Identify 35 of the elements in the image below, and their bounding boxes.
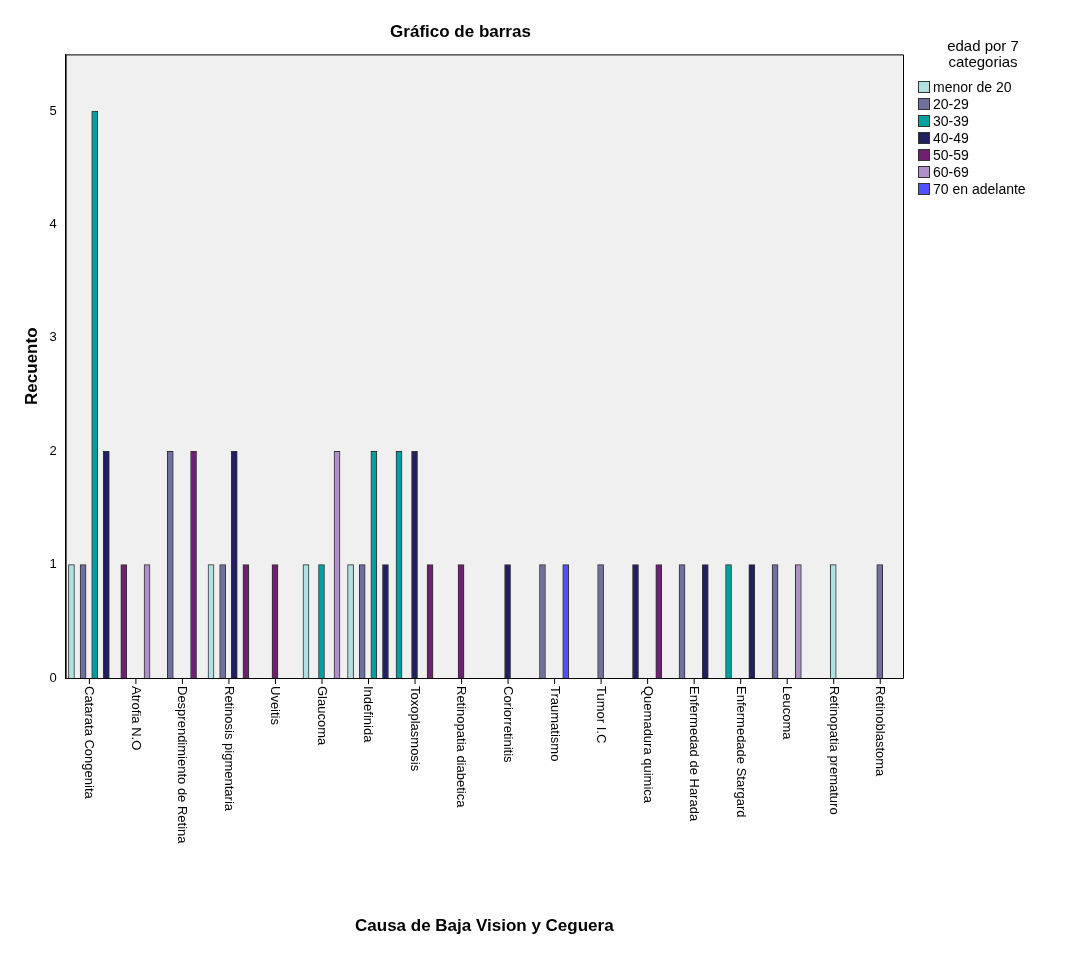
x-tick-label: Retinoblastoma (873, 686, 889, 778)
x-tick-label: Retinopatia prematuro (826, 686, 842, 815)
y-tick-label: 2 (49, 442, 57, 458)
x-tick-label: Retinopatia diabetica (454, 686, 470, 809)
y-tick-label: 1 (49, 556, 57, 572)
x-axis-title: Causa de Baja Vision y Ceguera (355, 915, 615, 935)
x-tick-label: Leucoma (780, 686, 796, 741)
y-axis-title: Recuento (21, 327, 41, 405)
x-tick-label: Toxoplasmosis (407, 686, 423, 772)
x-tick-label: Atrofia N.O (128, 686, 144, 751)
y-tick-label: 3 (49, 329, 57, 345)
chart-title: Gráfico de barras (390, 21, 531, 41)
x-tick-label: Indefinida (361, 686, 377, 744)
legend-label: 50-59 (933, 146, 969, 163)
x-tick-label: Catarata Congenita (82, 686, 98, 800)
y-tick-label: 0 (49, 669, 57, 685)
x-tick-label: Enfermedad de Harada (687, 686, 703, 822)
x-tick-label: Coriorretinitis (501, 686, 516, 764)
legend-title: edad por 7 categorias (946, 37, 1020, 70)
x-tick-label: Tumor I.C (594, 686, 610, 744)
x-tick-label: Glaucoma (314, 686, 330, 747)
legend-label: menor de 20 (933, 78, 1012, 95)
legend-label: 30-39 (933, 112, 969, 129)
legend-label: 70 en adelante (933, 180, 1026, 197)
x-tick-label: Retinosis pigmentaria (221, 686, 237, 812)
legend-label: 60-69 (933, 163, 969, 180)
x-tick-label: Enfermedade Stargard (733, 686, 749, 818)
x-tick-label: Quemadura quimica (640, 686, 656, 804)
x-tick-label: Desprendimiento de Retina (175, 686, 191, 845)
x-tick-label: Uveitis (268, 686, 284, 726)
legend-label: 40-49 (933, 129, 969, 146)
y-tick-label: 5 (49, 102, 57, 118)
legend-label: 20-29 (933, 95, 969, 112)
x-tick-label: Traumatismo (547, 686, 563, 762)
y-tick-label: 4 (49, 216, 57, 232)
